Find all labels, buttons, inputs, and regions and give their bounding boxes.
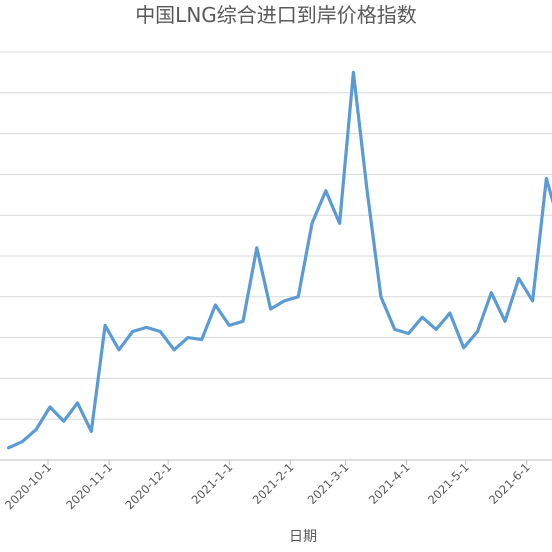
chart-title: 中国LNG综合进口到岸价格指数 [135,3,417,27]
series-layer [7,70,552,450]
series-line [7,70,552,450]
x-tick-label: 2021-3-1 [305,460,352,507]
x-tick-label: 2021-2-1 [250,460,297,507]
x-tick-label: 2021-1-1 [189,460,236,507]
x-tick-label: 2020-10-1 [2,460,54,512]
gridlines [0,51,552,461]
x-tick-label: 2021-6-1 [486,460,533,507]
x-tick-label: 2021-5-1 [425,460,472,507]
x-tick-label: 2020-11-1 [63,460,115,512]
x-axis-label: 日期 [289,529,317,545]
x-tick-label: 2021-4-1 [366,460,413,507]
x-tick-label: 2020-12-1 [122,460,174,512]
x-axis-ticks: 2020-10-1 2020-11-1 2020-12-1 2021-1-1 2021-… [2,460,533,512]
